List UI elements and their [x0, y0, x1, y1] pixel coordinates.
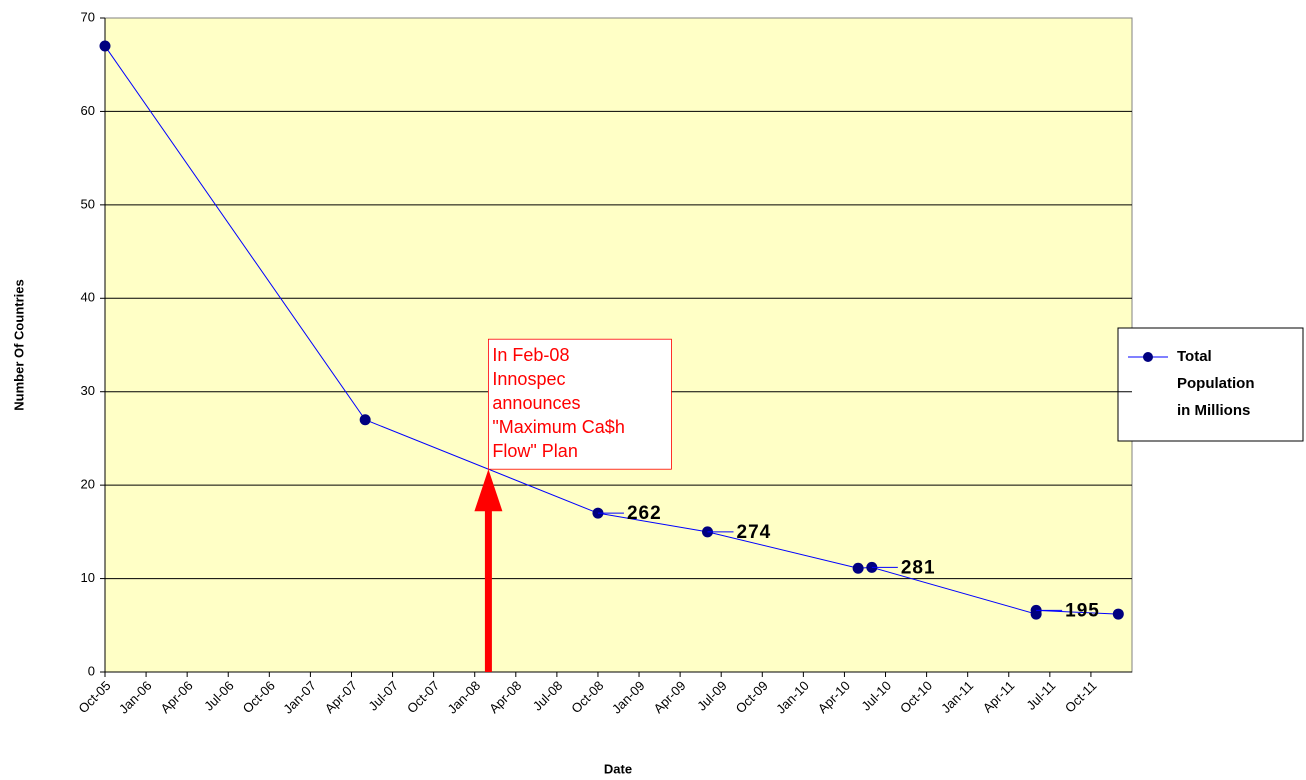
x-tick-label: Jan-07 — [280, 678, 319, 717]
annotation-text: announces — [492, 393, 580, 413]
x-tick-label: Jul-11 — [1023, 678, 1058, 713]
x-tick-label: Jan-11 — [938, 678, 976, 716]
y-tick-label: 60 — [81, 103, 95, 118]
x-tick-label: Oct-11 — [1062, 678, 1100, 716]
annotation-text: Innospec — [492, 369, 565, 389]
x-tick-label: Apr-06 — [158, 678, 196, 716]
x-tick-label: Jul-06 — [201, 678, 237, 714]
x-tick-label: Apr-08 — [486, 678, 524, 716]
point — [359, 414, 371, 426]
x-tick-label: Oct-07 — [404, 678, 442, 716]
x-tick-label: Oct-10 — [897, 678, 935, 716]
y-tick-label: 40 — [81, 290, 95, 305]
annotation-text: "Maximum Ca$h — [492, 417, 624, 437]
point — [852, 562, 864, 574]
annotation-text: Flow" Plan — [492, 441, 577, 461]
x-tick-label: Oct-09 — [733, 678, 771, 716]
y-tick-label: 10 — [81, 570, 95, 585]
x-tick-label: Jul-07 — [365, 678, 401, 714]
y-tick-label: 30 — [81, 383, 95, 398]
x-tick-label: Jul-10 — [858, 678, 894, 714]
annotation-box — [488, 338, 672, 470]
x-tick-label: Oct-06 — [240, 678, 278, 716]
x-axis-title: Date — [604, 761, 632, 776]
annotation-arrow-head — [474, 469, 503, 512]
x-tick-label: Apr-11 — [980, 678, 1018, 716]
annotation-text: In Feb-08 — [492, 345, 569, 365]
data-label: 281 — [901, 557, 936, 578]
y-tick-label: 20 — [81, 477, 95, 492]
x-tick-label: Apr-07 — [322, 678, 360, 716]
x-tick-label: Apr-10 — [815, 678, 853, 716]
x-tick-label: Jul-09 — [694, 678, 730, 714]
x-tick-label: Jul-08 — [530, 678, 566, 714]
x-tick-label: Apr-09 — [650, 678, 688, 716]
x-tick-label: Oct-05 — [75, 678, 113, 716]
point — [99, 40, 111, 52]
point — [1112, 608, 1124, 620]
legend-label: Total Population in Millions — [1177, 348, 1255, 419]
legend-box — [1117, 327, 1304, 442]
x-tick-label: Oct-08 — [568, 678, 606, 716]
x-tick-label: Jan-10 — [773, 678, 812, 717]
y-axis-title: Number Of Countries — [11, 279, 26, 410]
y-tick-label: 0 — [88, 663, 95, 678]
y-tick-label: 70 — [81, 9, 95, 24]
legend-marker — [1143, 352, 1153, 362]
y-tick-label: 50 — [81, 196, 95, 211]
x-tick-label: Jan-06 — [116, 678, 155, 717]
data-label: 274 — [737, 522, 772, 543]
data-label: 262 — [627, 503, 662, 524]
data-label: 195 — [1065, 600, 1100, 621]
x-tick-label: Jan-08 — [445, 678, 484, 717]
x-tick-label: Jan-09 — [609, 678, 648, 717]
